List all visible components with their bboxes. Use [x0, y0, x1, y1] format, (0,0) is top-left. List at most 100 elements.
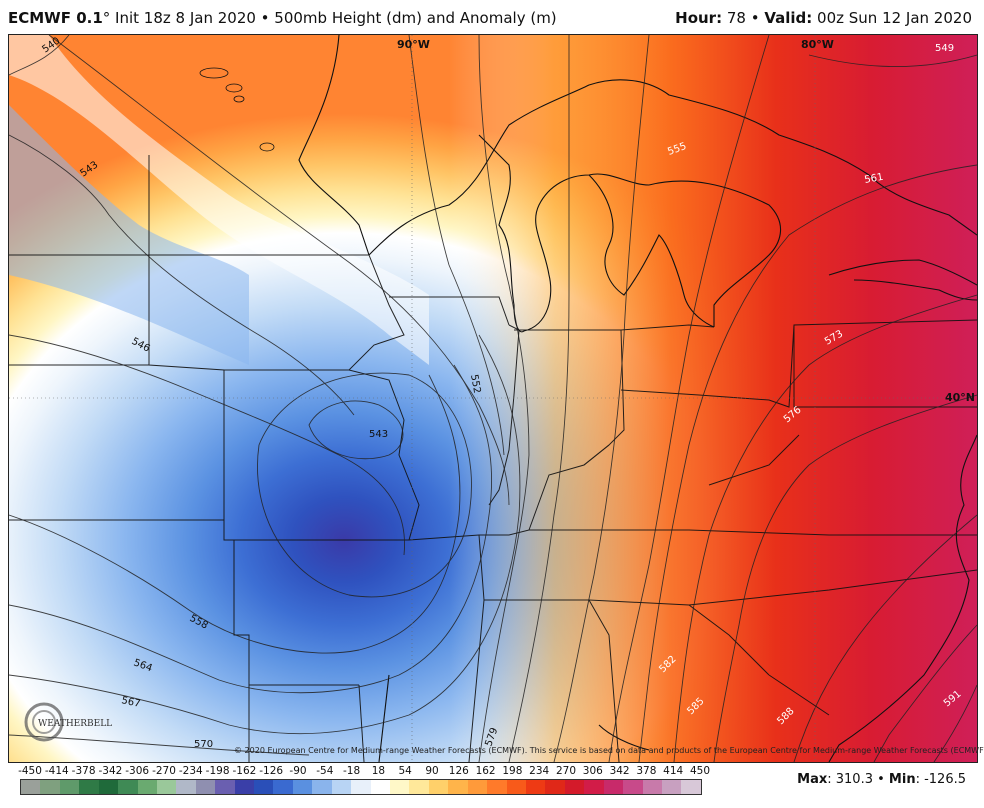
min-label: Min [888, 772, 916, 787]
colorbar-tick-label: 234 [529, 765, 550, 777]
colorbar-swatch [156, 780, 177, 794]
model-name: ECMWF 0.1 [8, 9, 103, 27]
colorbar-swatch [448, 780, 468, 794]
valid-value: 00z Sun 12 Jan 2020 [812, 9, 972, 27]
maxmin-separator: • [872, 772, 889, 787]
colorbar-tick-label: -270 [152, 765, 176, 777]
colorbar-tick-label: 342 [609, 765, 630, 777]
colorbar-swatch [428, 780, 449, 794]
colorbar-swatch [623, 780, 643, 794]
colorbar-tick-label: 162 [475, 765, 496, 777]
title-separator: • [255, 9, 275, 27]
colorbar-tick-label: -414 [44, 765, 69, 777]
height-contours [9, 35, 977, 762]
colorbar-tick-label: -54 [316, 765, 334, 777]
colorbar-tick-label: 18 [371, 765, 386, 777]
colorbar-swatch [331, 780, 352, 794]
colorbar-swatch [564, 780, 585, 794]
contour-label: 561 [864, 172, 885, 186]
colorbar-swatch [506, 780, 526, 794]
grid-lines [9, 35, 977, 762]
colorbar-tick-label: -378 [71, 765, 96, 777]
lat-label-40n: 40°N [945, 391, 975, 404]
colorbar-swatch [137, 780, 157, 794]
colorbar-tick-label: -162 [232, 765, 257, 777]
colorbar-tick-label: 306 [582, 765, 603, 777]
colorbar-swatch [118, 780, 138, 794]
colorbar-swatch [40, 780, 60, 794]
valid-label: Valid: [764, 9, 813, 27]
colorbar-swatch [254, 780, 274, 794]
contour-label: 549 [935, 43, 954, 54]
lon-labels: 90°W 80°W 40°N [397, 38, 975, 404]
colorbar-swatch [603, 780, 624, 794]
logo-text: WEATHERBELL [38, 719, 112, 729]
colorbar-tick-label: -18 [343, 765, 361, 777]
init-time: Init 18z 8 Jan 2020 [110, 9, 256, 27]
max-value: : 310.3 [827, 772, 873, 787]
contour-label: 570 [194, 739, 213, 750]
colorbar-tick-label: -90 [289, 765, 307, 777]
header-bar: ECMWF 0.1° Init 18z 8 Jan 2020 • 500mb H… [0, 0, 984, 34]
degree-symbol: ° [102, 9, 111, 27]
colorbar-swatch [390, 780, 410, 794]
copyright-notice: © 2020 European Centre for Medium-range … [234, 746, 984, 755]
coastlines [298, 35, 977, 762]
time-separator: • [745, 9, 765, 27]
min-value: : -126.5 [915, 772, 966, 787]
lake-islands [199, 67, 275, 152]
lon-label-80w: 80°W [801, 38, 834, 51]
colorbar-tick-label: -342 [98, 765, 123, 777]
colorbar-swatch [642, 780, 662, 794]
forecast-time: Hour: 78 • Valid: 00z Sun 12 Jan 2020 [675, 9, 972, 27]
colorbar-tick-label: 270 [555, 765, 577, 777]
anomaly-colorbar [20, 779, 702, 795]
colorbar-swatch [98, 780, 119, 794]
max-label: Max [797, 772, 828, 787]
colorbar-labels: -450 -414 -378 -342 -306 -270 -234 -198 -162 -126… [18, 765, 711, 779]
colorbar-swatch [661, 780, 682, 794]
colorbar-tick-label: 378 [636, 765, 657, 777]
title: ECMWF 0.1° Init 18z 8 Jan 2020 • 500mb H… [8, 9, 557, 27]
colorbar-tick-label: 126 [448, 765, 469, 777]
colorbar-swatch [545, 780, 565, 794]
colorbar-swatch [370, 780, 391, 794]
colorbar-swatch [351, 780, 371, 794]
colorbar-swatch [681, 780, 701, 794]
colorbar-tick-label: -306 [125, 765, 150, 777]
colorbar-swatch [312, 780, 332, 794]
weatherbell-logo: WEATHERBELL [24, 702, 112, 742]
product-name: 500mb Height (dm) and Anomaly (m) [274, 9, 557, 27]
colorbar-tick-label: 450 [689, 765, 711, 777]
colorbar-swatch [487, 780, 507, 794]
colorbar-tick-label: 414 [663, 765, 684, 777]
colorbar-swatch [273, 780, 293, 794]
northwest-blue-tongue [9, 105, 249, 365]
colorbar-tick-label: -450 [18, 765, 42, 777]
northwest-pale-band [9, 35, 429, 365]
colorbar-swatch [525, 780, 546, 794]
colorbar-swatch [467, 780, 488, 794]
colorbar-swatch [21, 780, 41, 794]
contour-label: 543 [369, 429, 388, 440]
contour-label: 552 [468, 374, 482, 395]
max-min-readout: Max: 310.3 • Min: -126.5 [797, 772, 966, 787]
colorbar-swatch [195, 780, 216, 794]
colorbar-swatch [79, 780, 99, 794]
map-panel: 90°W 80°W 40°N 540 543 546 543 552 549 5… [8, 34, 978, 763]
colorbar-swatch [409, 780, 429, 794]
anomaly-map: 90°W 80°W 40°N 540 543 546 543 552 549 5… [9, 35, 977, 762]
colorbar-swatch [176, 780, 196, 794]
colorbar-tick-label: -198 [205, 765, 230, 777]
hour-label: Hour: [675, 9, 723, 27]
colorbar-tick-label: 54 [398, 765, 412, 777]
colorbar-tick-label: -126 [259, 765, 284, 777]
colorbar-swatch [234, 780, 255, 794]
colorbar-tick-label: 90 [425, 765, 439, 777]
colorbar-swatch [215, 780, 235, 794]
colorbar-swatch [292, 780, 313, 794]
colorbar-swatch [59, 780, 80, 794]
colorbar-tick-label: 198 [502, 765, 523, 777]
lon-label-90w: 90°W [397, 38, 430, 51]
hour-value: 78 [722, 9, 746, 27]
